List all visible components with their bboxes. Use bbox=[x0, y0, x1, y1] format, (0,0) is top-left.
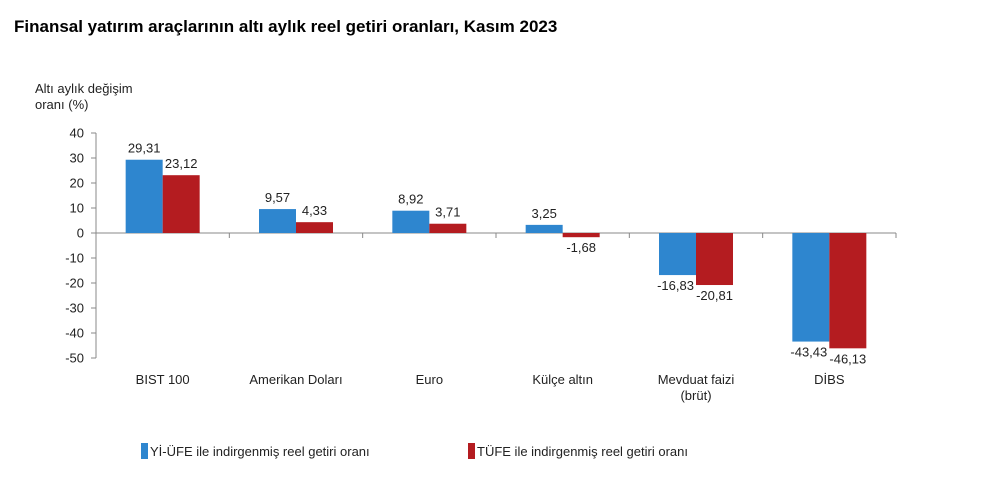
bar-tufe bbox=[429, 223, 467, 233]
bar-yi-ufe bbox=[792, 233, 830, 342]
y-tick-label: -40 bbox=[65, 326, 84, 341]
legend-label: Yİ-ÜFE ile indirgenmiş reel getiri oranı bbox=[150, 444, 370, 459]
chart-title: Finansal yatırım araçlarının altı aylık … bbox=[14, 17, 558, 36]
y-axis-title: oranı (%) bbox=[35, 97, 88, 112]
bar-yi-ufe bbox=[525, 224, 563, 233]
data-label: -20,81 bbox=[696, 288, 733, 303]
y-tick-label: -30 bbox=[65, 301, 84, 316]
bar-yi-ufe bbox=[259, 209, 296, 233]
x-category-label: DİBS bbox=[814, 372, 845, 387]
bar-tufe bbox=[696, 233, 733, 286]
data-label: 23,12 bbox=[165, 156, 198, 171]
data-label: 3,25 bbox=[532, 206, 557, 221]
y-axis-title: Altı aylık değişim bbox=[35, 81, 133, 96]
bar-tufe bbox=[562, 233, 600, 238]
x-category-label: Euro bbox=[416, 372, 443, 387]
y-tick-label: 0 bbox=[77, 226, 84, 241]
data-label: 8,92 bbox=[398, 192, 423, 207]
data-label: -46,13 bbox=[829, 351, 866, 366]
data-label: 4,33 bbox=[302, 203, 327, 218]
bar-yi-ufe bbox=[659, 233, 696, 276]
x-category-label: Külçe altın bbox=[532, 372, 593, 387]
data-label: 3,71 bbox=[435, 205, 460, 220]
data-label: -1,68 bbox=[566, 240, 596, 255]
y-tick-label: 30 bbox=[70, 151, 84, 166]
data-label: 29,31 bbox=[128, 141, 161, 156]
bar-yi-ufe bbox=[125, 159, 163, 233]
bar-tufe bbox=[296, 222, 333, 233]
data-label: -16,83 bbox=[657, 278, 694, 293]
x-category-label: (brüt) bbox=[680, 388, 711, 403]
bar-tufe bbox=[162, 175, 200, 233]
x-category-label: Mevduat faizi bbox=[658, 372, 735, 387]
bar-yi-ufe bbox=[392, 210, 430, 233]
legend-swatch bbox=[141, 443, 148, 459]
x-category-label: BIST 100 bbox=[136, 372, 190, 387]
data-label: 9,57 bbox=[265, 190, 290, 205]
y-tick-label: 40 bbox=[70, 126, 84, 141]
x-category-label: Amerikan Doları bbox=[249, 372, 342, 387]
y-tick-label: -20 bbox=[65, 276, 84, 291]
bar-tufe bbox=[829, 233, 867, 349]
y-tick-label: -10 bbox=[65, 251, 84, 266]
y-tick-label: -50 bbox=[65, 351, 84, 366]
legend-swatch bbox=[468, 443, 475, 459]
legend-label: TÜFE ile indirgenmiş reel getiri oranı bbox=[477, 444, 688, 459]
y-tick-label: 20 bbox=[70, 176, 84, 191]
y-tick-label: 10 bbox=[70, 201, 84, 216]
data-label: -43,43 bbox=[790, 345, 827, 360]
